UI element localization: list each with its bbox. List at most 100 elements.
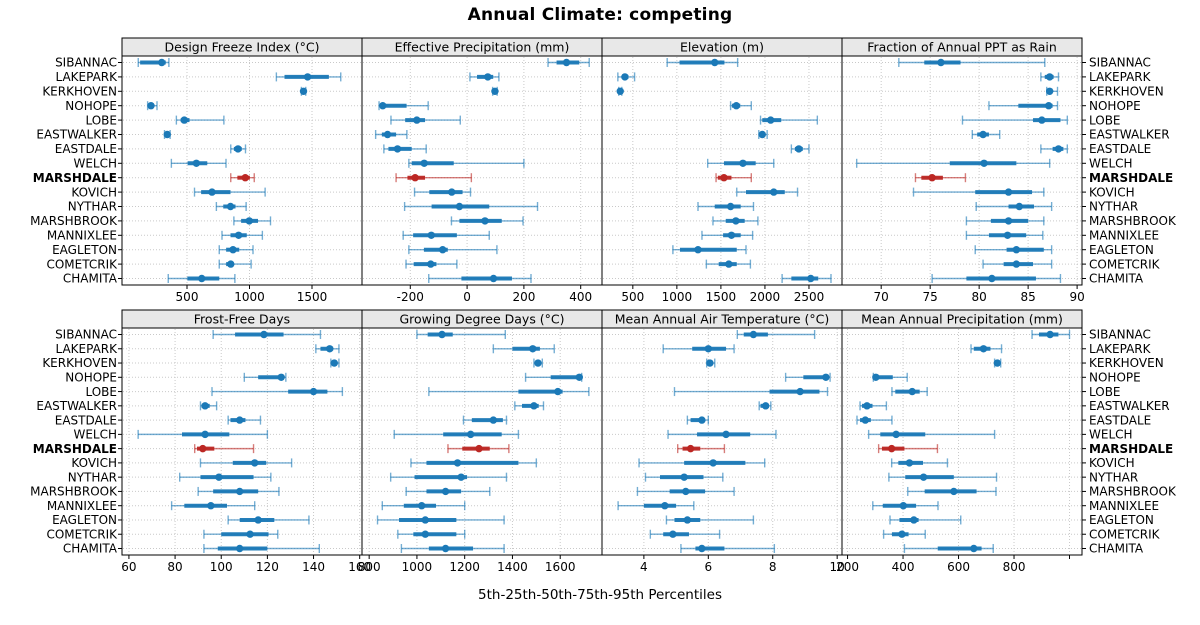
station-label-left: KOVICH xyxy=(71,185,117,199)
series-mannixlee xyxy=(965,230,1044,240)
panel-design-freeze-index-c: 500 1000 1500 Design Freeze Index (°C) xyxy=(118,37,363,304)
median-dot xyxy=(192,159,201,167)
series-welch xyxy=(393,429,520,439)
median-dot xyxy=(484,73,492,81)
median-dot xyxy=(241,174,249,182)
tick-label: 0 xyxy=(463,290,471,304)
station-label-right: EASTDALE xyxy=(1089,142,1151,156)
panel-body xyxy=(601,55,843,286)
series-marshdale xyxy=(447,444,510,454)
median-dot xyxy=(892,430,900,439)
median-dot xyxy=(575,373,584,381)
tick-label: 400 xyxy=(569,290,592,304)
median-dot xyxy=(455,202,464,211)
median-dot xyxy=(246,530,254,538)
series-lakepark xyxy=(275,72,342,82)
panel-body xyxy=(601,327,843,556)
station-label-left: KERKHOVEN xyxy=(42,356,117,370)
median-dot xyxy=(863,402,871,410)
median-dot xyxy=(229,246,237,254)
median-dot xyxy=(993,359,1002,367)
median-dot xyxy=(1012,246,1021,254)
tick-label: 120 xyxy=(256,560,279,574)
median-dot xyxy=(1046,330,1054,339)
median-dot xyxy=(709,459,717,467)
series-chamita xyxy=(400,544,505,553)
median-dot xyxy=(427,231,436,239)
median-dot xyxy=(420,159,428,167)
station-label-right: MARSHDALE xyxy=(1089,171,1173,185)
series-kerkhoven xyxy=(1045,86,1059,96)
series-cometcrik xyxy=(982,259,1053,269)
series-marshbrook xyxy=(197,486,280,496)
median-dot xyxy=(481,217,489,225)
series-lobe xyxy=(891,387,928,397)
series-chamita xyxy=(931,274,1062,283)
series-lakepark xyxy=(617,72,636,82)
station-label-right: EASTDALE xyxy=(1089,413,1151,427)
tick-label: 800 xyxy=(358,560,381,574)
tick-label: 1400 xyxy=(497,560,528,574)
median-dot xyxy=(554,387,562,396)
median-dot xyxy=(899,502,908,510)
median-dot xyxy=(383,130,392,139)
series-welch xyxy=(170,158,227,168)
median-dot xyxy=(796,387,804,396)
median-dot xyxy=(680,473,688,481)
series-cometcrik xyxy=(705,259,752,269)
series-eastwalker xyxy=(859,401,888,411)
station-label-right: KOVICH xyxy=(1089,185,1135,199)
station-label-left: LAKEPARK xyxy=(55,342,118,356)
station-label-right: MARSHBROOK xyxy=(1089,214,1177,228)
median-dot xyxy=(562,58,571,67)
series-sibannac xyxy=(212,330,322,339)
station-label-left: EAGLETON xyxy=(52,243,117,257)
series-nohope xyxy=(243,372,287,382)
median-dot xyxy=(393,145,402,153)
median-dot xyxy=(905,459,914,467)
series-nohope xyxy=(872,372,908,382)
median-dot xyxy=(534,359,542,367)
station-label-left: EASTDALE xyxy=(55,413,117,427)
station-label-right: KERKHOVEN xyxy=(1089,85,1164,99)
panel-body xyxy=(361,55,603,286)
median-dot xyxy=(226,202,235,211)
median-dot xyxy=(421,530,429,538)
median-dot xyxy=(616,87,624,96)
median-dot xyxy=(770,188,778,196)
series-lobe xyxy=(961,115,1069,125)
median-dot xyxy=(411,174,419,182)
tick-label: 10 xyxy=(830,560,845,574)
station-label-left: MARSHDALE xyxy=(33,171,117,185)
median-dot xyxy=(732,217,740,225)
station-label-right: MARSHDALE xyxy=(1089,442,1173,456)
tick-label: 140 xyxy=(302,560,325,574)
median-dot xyxy=(706,359,714,367)
median-dot xyxy=(979,130,987,139)
median-dot xyxy=(1044,102,1053,110)
series-cometcrik xyxy=(203,529,279,539)
series-eagleton xyxy=(672,245,747,255)
panel-body xyxy=(841,55,1083,286)
station-label-left: NYTHAR xyxy=(68,470,117,484)
tick-label: 1500 xyxy=(706,290,737,304)
series-marshbrook xyxy=(405,486,491,496)
tick-label: 80 xyxy=(972,290,987,304)
median-dot xyxy=(919,473,928,481)
median-dot xyxy=(761,402,770,410)
station-label-right: LAKEPARK xyxy=(1089,342,1152,356)
station-label-left: NOHOPE xyxy=(65,99,117,113)
median-dot xyxy=(254,516,262,524)
median-dot xyxy=(438,246,447,254)
median-dot xyxy=(711,58,719,67)
series-marshdale xyxy=(193,444,255,454)
median-dot xyxy=(530,402,538,410)
series-kovich xyxy=(410,458,538,468)
median-dot xyxy=(199,444,207,453)
station-label-left: MANNIXLEE xyxy=(47,229,117,243)
station-label-right: KOVICH xyxy=(1089,456,1135,470)
station-label-left: MANNIXLEE xyxy=(47,499,117,513)
strip-title: Frost-Free Days xyxy=(194,312,290,327)
station-label-left: CHAMITA xyxy=(63,272,118,286)
series-marshbrook xyxy=(636,486,735,496)
